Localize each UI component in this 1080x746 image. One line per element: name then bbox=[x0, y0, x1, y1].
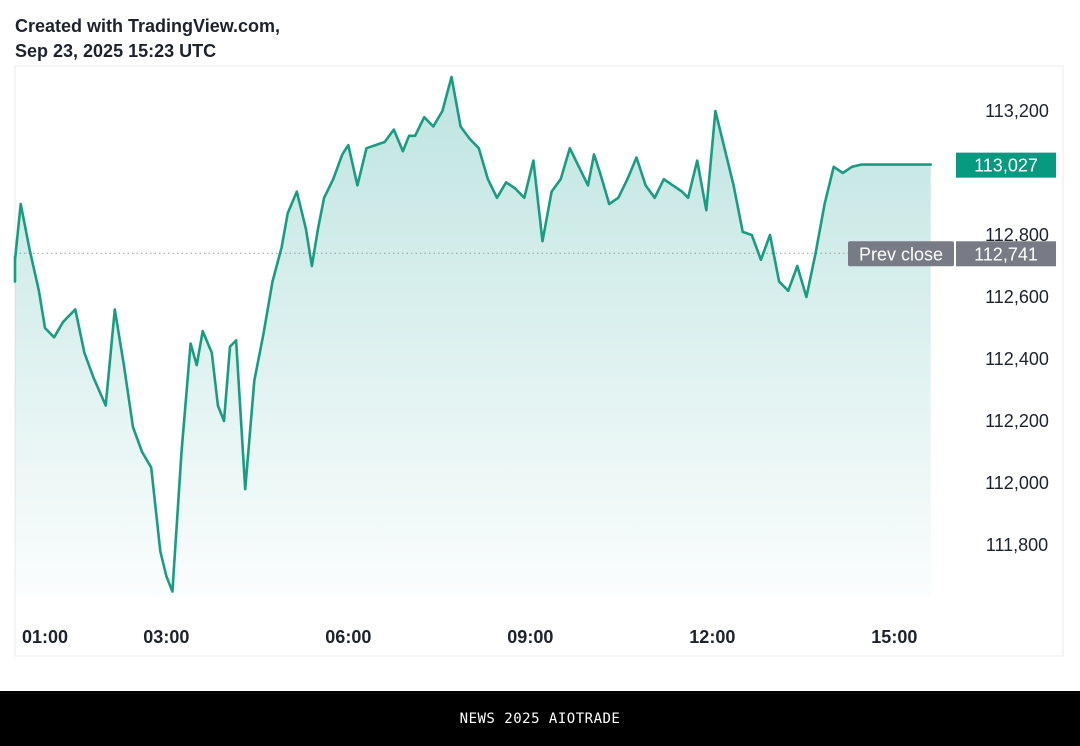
footer-bar: NEWS 2025 AIOTRADE bbox=[0, 691, 1080, 746]
y-tick-label: 112,200 bbox=[985, 411, 1049, 431]
y-tick-label: 112,600 bbox=[985, 287, 1049, 307]
price-line bbox=[13, 75, 932, 593]
x-tick-label: 15:00 bbox=[871, 627, 917, 647]
last-price-tag bbox=[956, 152, 1056, 178]
last-price-label: 113,027 bbox=[974, 156, 1038, 176]
chart-header: Created with TradingView.com, Sep 23, 20… bbox=[15, 14, 280, 64]
y-tick-label: 112,400 bbox=[985, 349, 1049, 369]
prev-close-tag bbox=[848, 241, 954, 267]
x-tick-label: 12:00 bbox=[689, 627, 735, 647]
prev-close-value-label: 112,741 bbox=[974, 244, 1038, 264]
y-tick-label: 111,800 bbox=[986, 535, 1048, 555]
footer-text: NEWS 2025 AIOTRADE bbox=[459, 710, 621, 727]
prev-close-label: Prev close bbox=[859, 244, 943, 264]
y-tick-label: 112,000 bbox=[985, 473, 1049, 493]
x-tick-label: 06:00 bbox=[325, 627, 371, 647]
prev-close-value-tag bbox=[956, 241, 1056, 267]
header-timestamp: Sep 23, 2025 15:23 UTC bbox=[15, 41, 217, 61]
x-tick-label: 01:00 bbox=[22, 627, 68, 647]
x-tick-label: 09:00 bbox=[507, 627, 553, 647]
x-tick-label: 03:00 bbox=[143, 627, 189, 647]
y-tick-label: 113,200 bbox=[985, 101, 1049, 121]
price-area-fill bbox=[15, 76, 931, 596]
header-credit: Created with TradingView.com, bbox=[15, 16, 281, 36]
y-tick-label: 112,800 bbox=[985, 225, 1049, 245]
